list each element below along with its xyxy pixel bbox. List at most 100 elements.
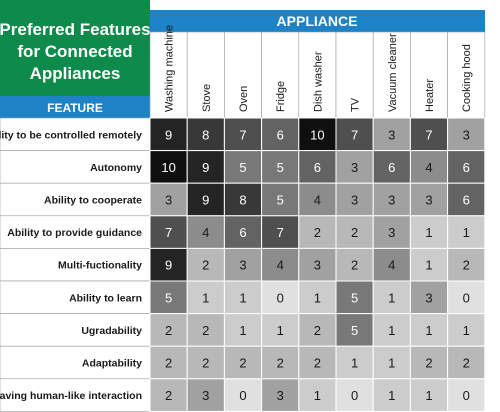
cell-value-label: 2 (202, 356, 209, 371)
heatmap-cell (223, 313, 263, 347)
row-label: Ability to provide guidance (7, 227, 142, 239)
heatmap-cell (409, 182, 449, 217)
row-header-cell (0, 117, 151, 151)
heatmap-cell (447, 182, 486, 217)
heatmap-cell (447, 117, 486, 152)
cell-value-label: 10 (161, 160, 175, 175)
cell-value-label: 6 (277, 127, 284, 142)
heatmap-cell (335, 313, 374, 347)
heatmap-cell (447, 345, 486, 380)
heatmap-cell (261, 117, 300, 152)
cell-value-label: 1 (351, 356, 358, 371)
row-header-cell (0, 248, 151, 282)
heatmap-cell (335, 378, 374, 412)
row-label: Autonomy (90, 162, 142, 174)
heatmap-cell (223, 280, 263, 315)
title-line-3: Appliances (30, 64, 121, 83)
cell-value-label: 8 (202, 127, 209, 142)
cell-value-label: 2 (463, 356, 470, 371)
heatmap-cell (447, 378, 486, 412)
column-header-cell (186, 31, 225, 119)
cell-value-label: 2 (165, 356, 172, 371)
heatmap-cell (372, 313, 411, 347)
cell-value-label: 3 (425, 193, 432, 208)
cell-value-label: 6 (314, 160, 321, 175)
cell-value-label: 8 (239, 193, 246, 208)
column-label: Stove (201, 84, 213, 112)
cell-value-label: 1 (425, 225, 432, 240)
cell-value-label: 6 (463, 160, 470, 175)
heatmap-cells: 9 8 7 6 10 7 3 7 310 9 5 5 6 3 6 4 63 9 8 5 4 3 3 3 67 4 6 7 2 2 3 1 19 2… (149, 117, 486, 412)
cell-value-label: 6 (463, 193, 470, 208)
column-label: Washing machine (164, 25, 176, 112)
cell-value-label: 9 (202, 193, 209, 208)
cell-value-label: 2 (165, 323, 172, 338)
column-label: Vacuum cleaner (387, 33, 399, 112)
heatmap-cell (409, 117, 449, 152)
cell-value-label: 1 (463, 225, 470, 240)
cell-value-label: 2 (314, 356, 321, 371)
row-label: Ability to be controlled remotely (0, 129, 142, 141)
column-header-cell (447, 31, 486, 119)
column-labels: Washing machine Stove Oven Fridge Dish washe… (149, 25, 486, 119)
heatmap-cell (223, 215, 263, 249)
cell-value-label: 3 (425, 290, 432, 305)
heatmap-cell (149, 182, 188, 217)
row-header-cell (0, 280, 151, 314)
heatmap-cell (447, 150, 486, 184)
cell-value-label: 1 (388, 323, 395, 338)
row-label: Adaptability (82, 358, 142, 370)
row-label: Multi-fuctionality (58, 260, 142, 272)
cell-value-label: 9 (165, 127, 172, 142)
cell-value-label: 5 (277, 160, 284, 175)
cell-value-label: 6 (388, 160, 395, 175)
heatmap-cell (409, 150, 449, 184)
cell-value-label: 5 (351, 290, 358, 305)
cell-value-label: 2 (314, 225, 321, 240)
heatmap-cell (261, 182, 300, 217)
cell-value-label: 3 (388, 127, 395, 142)
appliance-header: APPLIANCE (277, 13, 358, 29)
column-header-cell (298, 31, 337, 119)
column-header-cell (149, 31, 188, 119)
cell-value-label: 1 (314, 290, 321, 305)
cell-value-label: 4 (277, 258, 284, 273)
heatmap-cell (149, 378, 188, 412)
heatmap-cell (186, 150, 225, 184)
heatmap-cell (447, 280, 486, 315)
cell-value-label: 3 (202, 388, 209, 403)
cell-value-label: 7 (239, 127, 246, 142)
cell-value-label: 7 (425, 127, 432, 142)
cell-value-label: 2 (425, 356, 432, 371)
cell-value-label: 1 (425, 323, 432, 338)
title-box (0, 0, 150, 96)
cell-value-label: 5 (239, 160, 246, 175)
cell-value-label: 10 (310, 127, 324, 142)
cell-value-label: 3 (388, 193, 395, 208)
heatmap-cell (335, 117, 374, 152)
heatmap-cell (186, 182, 225, 217)
cell-value-label: 1 (388, 290, 395, 305)
cell-value-label: 1 (314, 388, 321, 403)
heatmap-cell (223, 378, 263, 412)
cell-value-label: 6 (239, 225, 246, 240)
heatmap-cell (409, 345, 449, 380)
heatmap-cell (372, 280, 411, 315)
heatmap-cell (298, 313, 337, 347)
cell-value-label: 3 (277, 388, 284, 403)
cell-value-label: 3 (239, 258, 246, 273)
column-label: Dish washer (312, 51, 324, 112)
heatmap-cell (223, 345, 263, 380)
column-label: TV (350, 97, 362, 112)
heatmap-cell (298, 280, 337, 315)
heatmap-cell (335, 280, 374, 315)
cell-value-label: 7 (165, 225, 172, 240)
cell-value-label: 4 (202, 225, 209, 240)
row-header-cell (0, 378, 151, 412)
cell-value-label: 4 (314, 193, 321, 208)
cell-value-label: 1 (239, 323, 246, 338)
cell-value-label: 5 (165, 290, 172, 305)
title-line-2: for Connected (17, 42, 132, 61)
cell-value-label: 0 (463, 290, 470, 305)
